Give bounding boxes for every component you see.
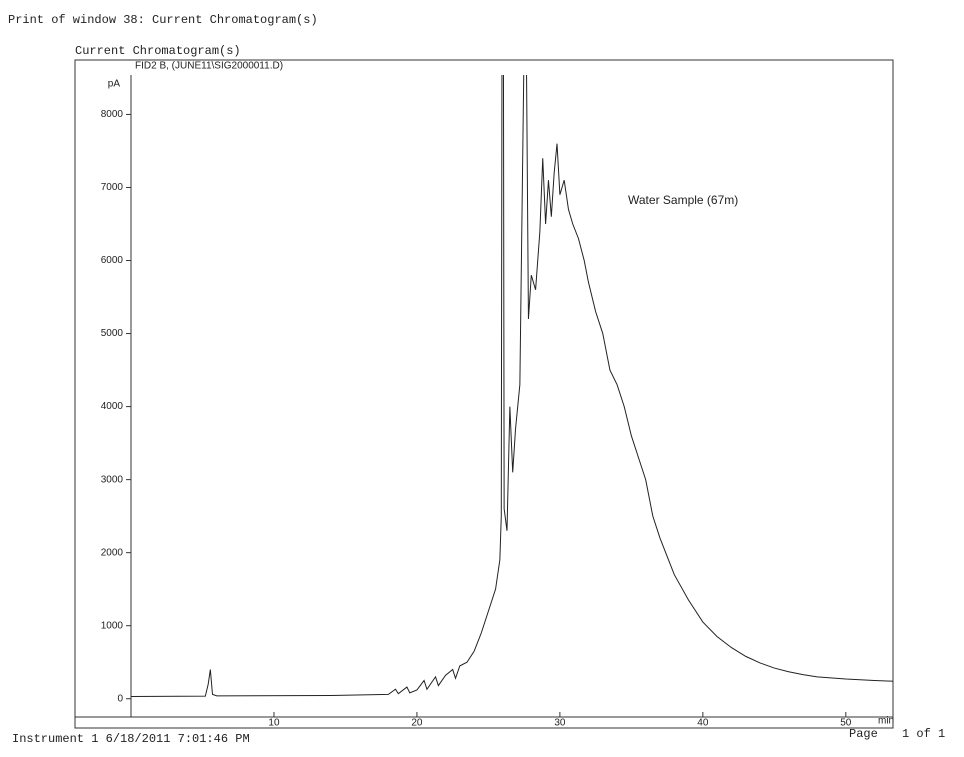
footer-page: 1 of 1: [902, 727, 945, 741]
x-tick-label: 30: [554, 718, 566, 729]
chart-subtitle: FID2 B, (JUNE11\SIG2000011.D): [135, 61, 283, 72]
footer-page-label: Page: [849, 727, 878, 741]
chart-title: Current Chromatogram(s): [75, 44, 241, 58]
y-tick-label: 7000: [101, 182, 124, 193]
y-tick-label: 1000: [101, 620, 124, 631]
window-header: Print of window 38: Current Chromatogram…: [8, 13, 318, 27]
x-axis-label: min: [878, 716, 894, 727]
annotation: Water Sample (67m): [628, 193, 738, 207]
y-tick-label: 6000: [101, 255, 124, 266]
x-tick-label: 40: [697, 718, 709, 729]
x-tick-label: 50: [840, 718, 852, 729]
y-axis-label: pA: [108, 79, 121, 90]
chromatogram-line: [131, 75, 893, 698]
y-tick-label: 5000: [101, 328, 124, 339]
y-tick-label: 2000: [101, 547, 124, 558]
y-tick-label: 8000: [101, 109, 124, 120]
x-tick-label: 10: [268, 718, 280, 729]
footer-instrument: Instrument 1 6/18/2011 7:01:46 PM: [12, 732, 250, 746]
frame: [74, 59, 894, 729]
x-tick-label: 20: [411, 718, 423, 729]
y-tick-label: 0: [117, 693, 123, 704]
y-tick-label: 4000: [101, 401, 124, 412]
y-tick-label: 3000: [101, 474, 124, 485]
